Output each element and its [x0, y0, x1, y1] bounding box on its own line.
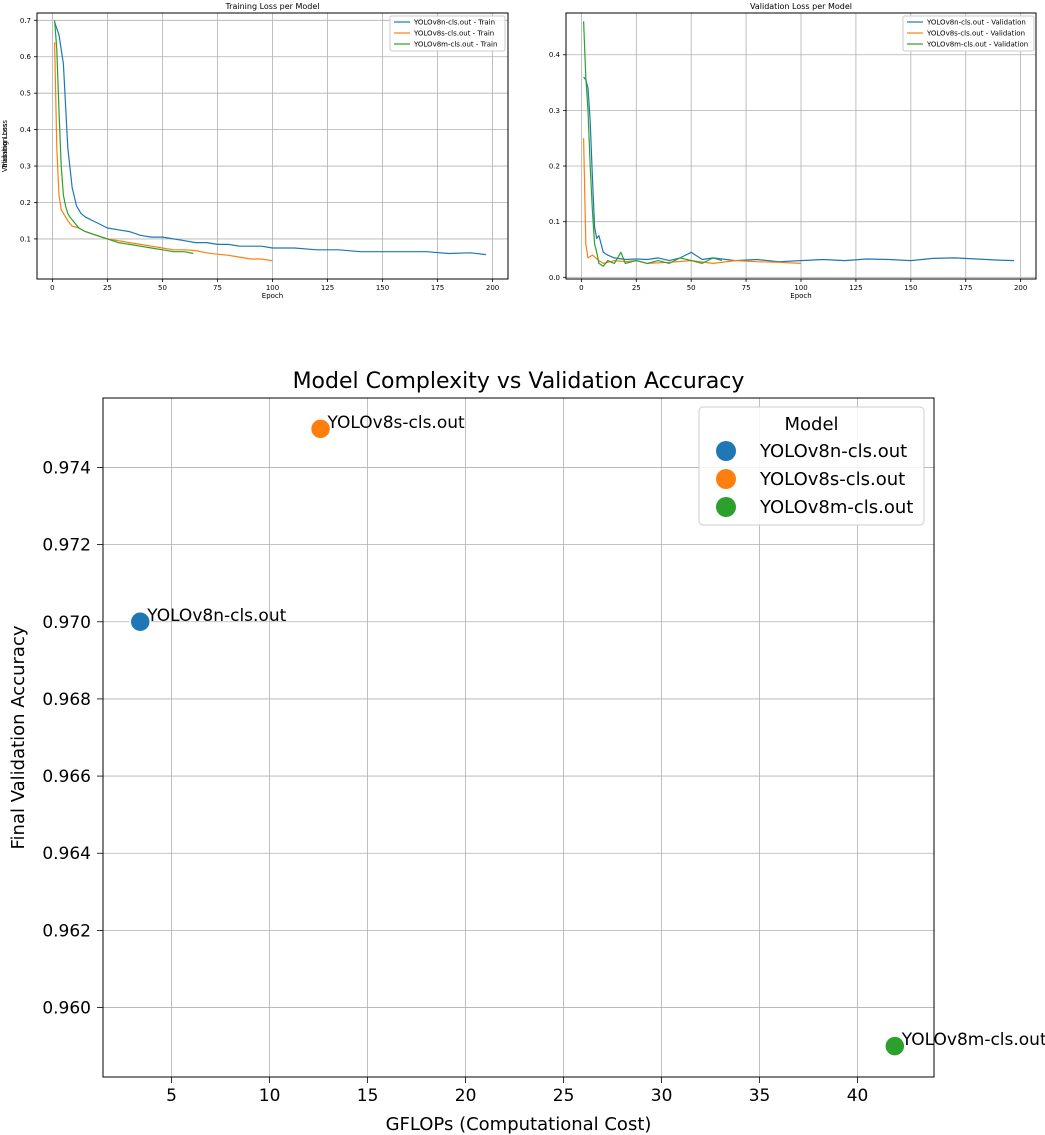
- val-loss-x-tick-label: 100: [794, 284, 807, 292]
- legend-label-1: YOLOv8s-cls.out: [759, 469, 905, 490]
- train-loss-title: Training Loss per Model: [224, 2, 319, 11]
- val-loss-x-tick-label: 50: [687, 284, 696, 292]
- val-loss-y-axis-label: Validation Loss: [1, 120, 9, 172]
- train-loss-chart: 0 25 50 75 100 125 150 175 200 0.1 0.2 0.3 0.4 0.5 0.6…: [1, 2, 509, 300]
- val-loss-chart: 0 25 50 75 100 125 150 175 200 0.0 0.1 0.2 0.3 0.4 Val…: [1, 2, 1037, 300]
- complexity-y-tick-label: 0.962: [42, 921, 91, 941]
- val-loss-series-line-0: [583, 76, 1015, 263]
- train-loss-y-tick-label: 0.5: [20, 90, 31, 98]
- val-loss-x-tick-label: 175: [959, 284, 972, 292]
- complexity-x-tick-label: 30: [651, 1086, 673, 1106]
- complexity-legend: Model YOLOv8n-cls.out YOLOv8s-cls.out YOLOv…: [698, 406, 925, 526]
- train-loss-series-line-1: [54, 42, 273, 262]
- complexity-x-tick-label: 20: [455, 1086, 477, 1106]
- val-loss-x-tick-label: 125: [849, 284, 862, 292]
- val-loss-title: Validation Loss per Model: [750, 2, 852, 11]
- val-loss-y-tick-label: 0.4: [549, 51, 561, 59]
- legend-label-2: YOLOv8m-cls.out - Train: [413, 41, 497, 49]
- train-loss-y-tick-label: 0.4: [20, 126, 32, 134]
- train-loss-series-line-0: [54, 21, 487, 256]
- legend-label-2: YOLOv8m-cls.out - Validation: [926, 41, 1028, 49]
- complexity-y-axis-label: Final Validation Accuracy: [8, 625, 29, 849]
- train-loss-y-tick-label: 0.7: [20, 17, 31, 25]
- complexity-y-tick-label: 0.972: [42, 536, 91, 556]
- complexity-x-tick-label: 5: [166, 1086, 177, 1106]
- legend-marker-1: [716, 469, 736, 489]
- train-loss-x-tick-label: 50: [158, 284, 167, 292]
- train-loss-x-tick-label: 100: [266, 284, 279, 292]
- complexity-y-tick-label: 0.960: [42, 999, 91, 1019]
- val-loss-x-tick-label: 25: [632, 284, 641, 292]
- legend-marker-2: [716, 497, 736, 517]
- complexity-point-label-2: YOLOv8m-cls.out: [901, 1030, 1045, 1050]
- val-loss-y-tick-label: 0.1: [549, 218, 560, 226]
- legend-label-0: YOLOv8n-cls.out: [759, 441, 907, 462]
- train-loss-x-tick-label: 175: [431, 284, 444, 292]
- legend-marker-0: [716, 441, 736, 461]
- complexity-y-tick-label: 0.970: [42, 613, 91, 633]
- complexity-point-0: [129, 611, 151, 633]
- val-loss-series-line-2: [583, 21, 723, 267]
- legend-frame: [389, 15, 506, 52]
- complexity-point-1: [309, 418, 332, 440]
- val-loss-y-tick-label: 0.2: [549, 163, 560, 171]
- train-loss-series-line-2: [54, 20, 194, 255]
- legend-frame: [902, 15, 1035, 52]
- legend-title: Model: [784, 414, 838, 435]
- val-loss-y-tick-label: 0.0: [549, 274, 560, 282]
- complexity-y-tick-label: 0.964: [42, 844, 91, 864]
- complexity-x-tick-label: 25: [553, 1086, 575, 1106]
- train-loss-x-tick-label: 150: [376, 284, 389, 292]
- train-loss-y-tick-label: 0.3: [20, 163, 31, 171]
- complexity-x-axis-label: GFLOPs (Computational Cost): [386, 1114, 652, 1135]
- val-loss-y-tick-label: 0.3: [549, 107, 560, 115]
- train-loss-y-tick-label: 0.2: [20, 199, 31, 207]
- train-loss-x-tick-label: 25: [103, 284, 112, 292]
- complexity-y-tick-label: 0.974: [42, 458, 91, 478]
- train-loss-y-tick-label: 0.6: [20, 53, 32, 61]
- legend-label-0: YOLOv8n-cls.out - Train: [413, 19, 495, 27]
- val-loss-x-tick-label: 150: [904, 284, 917, 292]
- complexity-x-tick-label: 35: [749, 1086, 771, 1106]
- legend-frame: [698, 406, 925, 526]
- complexity-x-tick-label: 40: [847, 1086, 869, 1106]
- complexity-point-label-0: YOLOv8n-cls.out: [146, 606, 286, 626]
- train-loss-x-tick-label: 0: [50, 284, 54, 292]
- legend-label-2: YOLOv8m-cls.out: [759, 497, 913, 518]
- train-loss-y-tick-label: 0.1: [20, 235, 31, 243]
- val-loss-x-axis-label: Epoch: [790, 292, 811, 300]
- complexity-point-label-1: YOLOv8s-cls.out: [327, 413, 465, 433]
- train-loss-x-tick-label: 75: [213, 284, 222, 292]
- train-loss-x-tick-label: 125: [321, 284, 334, 292]
- train-loss-x-tick-label: 200: [486, 284, 499, 292]
- val-loss-series-line-1: [583, 138, 802, 264]
- complexity-y-tick-label: 0.968: [42, 690, 91, 710]
- legend-label-1: YOLOv8s-cls.out - Train: [413, 30, 494, 38]
- val-loss-legend: YOLOv8n-cls.out - Validation YOLOv8s-cls.…: [902, 15, 1035, 52]
- complexity-x-tick-label: 15: [357, 1086, 379, 1106]
- complexity-x-tick-label: 10: [259, 1086, 281, 1106]
- complexity-point-2: [884, 1035, 906, 1057]
- legend-label-1: YOLOv8s-cls.out - Validation: [926, 30, 1025, 38]
- complexity-plot-frame: [102, 397, 935, 1078]
- val-loss-x-tick-label: 0: [579, 284, 583, 292]
- val-loss-x-tick-label: 75: [742, 284, 751, 292]
- complexity-y-tick-label: 0.966: [42, 767, 91, 787]
- complexity-title: Model Complexity vs Validation Accuracy: [293, 369, 745, 394]
- train-loss-x-axis-label: Epoch: [262, 292, 283, 300]
- train-loss-y-axis-label: Training Loss: [1, 123, 9, 170]
- val-loss-x-tick-label: 200: [1014, 284, 1027, 292]
- train-loss-legend: YOLOv8n-cls.out - Train YOLOv8s-cls.out -…: [389, 15, 506, 52]
- legend-label-0: YOLOv8n-cls.out - Validation: [926, 19, 1026, 27]
- complexity-chart: YOLOv8n-cls.out YOLOv8s-cls.out YOLOv8m-cl…: [8, 369, 1045, 1135]
